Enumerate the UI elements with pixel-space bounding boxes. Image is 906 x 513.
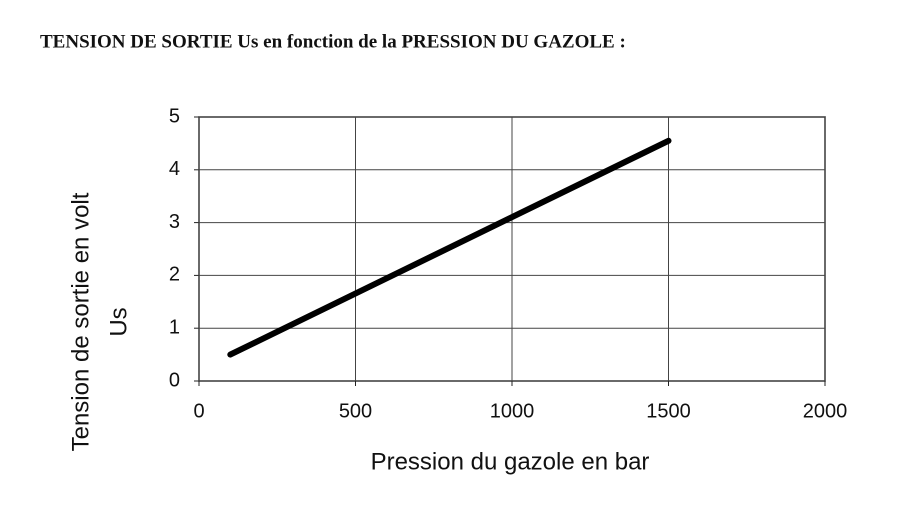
x-tick-label: 1000 [490, 400, 535, 422]
x-tick-label: 2000 [803, 400, 848, 422]
y-tick-label: 1 [169, 316, 180, 338]
y-tick-label: 4 [169, 158, 180, 180]
x-axis-label: Pression du gazole en bar [371, 448, 650, 475]
chart-title: TENSION DE SORTIE Us en fonction de la P… [40, 31, 626, 52]
data-line [227, 137, 672, 358]
y-tick-label: 3 [169, 211, 180, 233]
y-tick-label: 0 [169, 369, 180, 391]
x-tick-label: 1500 [646, 400, 691, 422]
y-tick-label: 2 [169, 264, 180, 286]
y-axis-label: Us [105, 307, 132, 336]
y-axis-label: Tension de sortie en volt [67, 192, 94, 451]
x-tick-label: 500 [339, 400, 372, 422]
y-tick-label: 5 [169, 105, 180, 127]
x-tick-label: 0 [193, 400, 204, 422]
